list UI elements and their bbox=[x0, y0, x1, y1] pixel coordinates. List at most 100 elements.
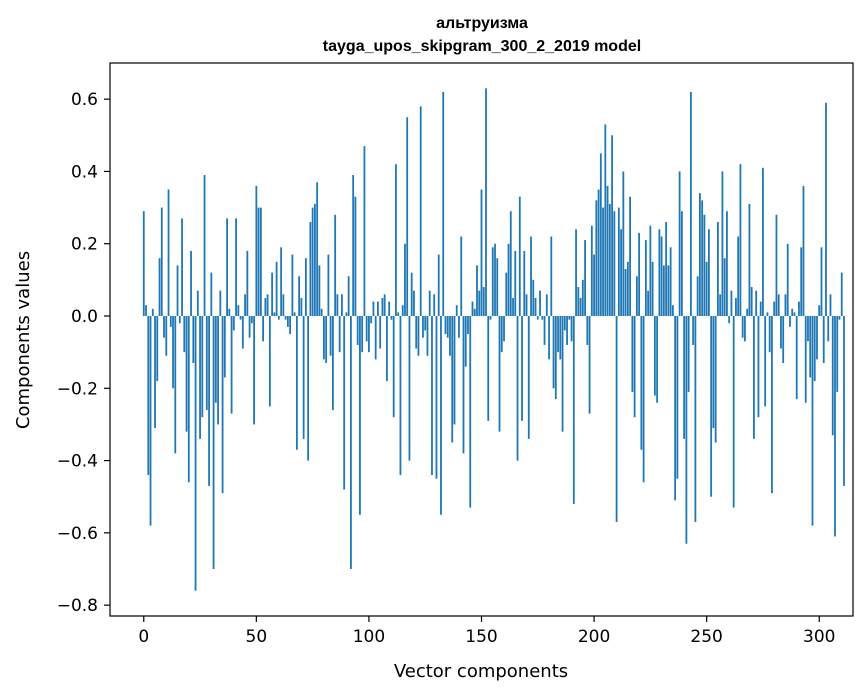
bar-component-40 bbox=[232, 316, 235, 331]
bar-component-134 bbox=[444, 316, 447, 335]
bar-component-80 bbox=[322, 316, 325, 360]
bar-component-303 bbox=[825, 102, 827, 317]
bar-component-116 bbox=[404, 243, 406, 317]
bar-component-29 bbox=[208, 316, 210, 486]
x-tick-label: 100 bbox=[353, 627, 385, 647]
bar-component-208 bbox=[611, 135, 613, 317]
bar-component-101 bbox=[370, 316, 373, 324]
bar-component-82 bbox=[327, 254, 330, 316]
bar-component-298 bbox=[813, 316, 816, 382]
bar-component-115 bbox=[401, 305, 404, 316]
bar-component-311 bbox=[843, 316, 845, 486]
bar-component-90 bbox=[345, 312, 348, 316]
bar-component-3 bbox=[149, 316, 152, 526]
y-axis-label: Components values bbox=[13, 251, 34, 429]
bar-component-288 bbox=[791, 308, 794, 317]
bar-component-145 bbox=[469, 316, 472, 508]
bar-component-230 bbox=[660, 236, 663, 317]
bar-component-55 bbox=[266, 294, 269, 317]
bar-component-154 bbox=[489, 316, 492, 320]
bar-component-234 bbox=[669, 247, 672, 316]
bar-component-276 bbox=[764, 316, 767, 407]
bar-component-300 bbox=[818, 305, 821, 316]
bar-component-148 bbox=[476, 265, 478, 317]
bar-component-250 bbox=[705, 261, 708, 317]
bar-component-287 bbox=[789, 316, 791, 327]
bar-component-146 bbox=[471, 301, 474, 317]
chart-title: альтруизма bbox=[436, 15, 528, 32]
bar-component-160 bbox=[503, 316, 505, 342]
bar-component-112 bbox=[395, 164, 397, 316]
bar-component-268 bbox=[746, 308, 749, 317]
bar-component-64 bbox=[286, 316, 289, 327]
bar-component-286 bbox=[786, 243, 789, 317]
bar-component-76 bbox=[313, 203, 316, 317]
bar-component-151 bbox=[482, 287, 485, 317]
bar-component-232 bbox=[665, 222, 668, 316]
bar-component-271 bbox=[753, 316, 755, 439]
y-tick-label: −0.2 bbox=[57, 379, 98, 399]
bar-component-191 bbox=[572, 316, 575, 504]
bar-component-57 bbox=[271, 272, 274, 316]
bar-component-302 bbox=[822, 316, 825, 363]
bar-component-159 bbox=[500, 316, 503, 353]
bar-component-121 bbox=[415, 316, 418, 349]
bar-component-125 bbox=[424, 316, 427, 331]
bar-component-220 bbox=[638, 232, 641, 317]
bar-component-4 bbox=[151, 308, 154, 317]
bar-component-186 bbox=[561, 316, 564, 432]
x-axis-ticks: 0 50 100 150 200 250 300 bbox=[138, 616, 835, 647]
bar-component-42 bbox=[237, 305, 240, 316]
bar-component-305 bbox=[829, 294, 832, 317]
bar-component-43 bbox=[239, 316, 242, 320]
bar-component-62 bbox=[282, 294, 285, 317]
bar-component-9 bbox=[163, 316, 165, 338]
bar-component-34 bbox=[219, 290, 222, 317]
bar-component-32 bbox=[214, 316, 217, 403]
bar-component-227 bbox=[653, 316, 656, 396]
bar-component-239 bbox=[680, 211, 683, 317]
bar-component-168 bbox=[521, 316, 523, 421]
bar-component-218 bbox=[633, 316, 636, 418]
bar-component-144 bbox=[467, 316, 469, 335]
bar-component-172 bbox=[530, 236, 532, 317]
bar-component-114 bbox=[399, 316, 402, 476]
bar-component-223 bbox=[644, 240, 647, 316]
bar-component-219 bbox=[635, 276, 638, 317]
bar-component-18 bbox=[183, 316, 186, 353]
bar-component-140 bbox=[458, 316, 460, 338]
bar-component-163 bbox=[509, 211, 512, 317]
bar-component-98 bbox=[363, 146, 366, 317]
bar-component-77 bbox=[316, 182, 319, 316]
bar-component-100 bbox=[368, 316, 370, 353]
bar-component-281 bbox=[775, 214, 778, 316]
x-axis-label: Vector components bbox=[394, 661, 568, 682]
bar-component-264 bbox=[737, 236, 740, 317]
bar-component-102 bbox=[372, 301, 375, 317]
bar-component-306 bbox=[831, 316, 834, 436]
bar-component-5 bbox=[154, 316, 156, 429]
bar-component-85 bbox=[334, 214, 337, 316]
bar-component-282 bbox=[777, 294, 780, 317]
bar-component-110 bbox=[390, 316, 393, 320]
bar-component-45 bbox=[244, 294, 246, 317]
bar-component-261 bbox=[730, 290, 733, 317]
bar-component-280 bbox=[773, 301, 776, 317]
bar-component-30 bbox=[210, 272, 213, 316]
bar-component-70 bbox=[300, 297, 303, 316]
bar-component-263 bbox=[735, 297, 737, 316]
bar-component-167 bbox=[518, 196, 521, 316]
chart-subtitle: tayga_upos_skipgram_300_2_2019 model bbox=[323, 38, 641, 55]
bar-component-127 bbox=[428, 290, 431, 317]
bar-component-20 bbox=[187, 316, 190, 483]
bar-component-294 bbox=[804, 316, 807, 403]
bar-component-185 bbox=[559, 316, 562, 360]
bar-component-52 bbox=[259, 207, 262, 317]
bar-component-278 bbox=[768, 316, 771, 353]
bar-component-157 bbox=[496, 258, 499, 317]
bar-component-28 bbox=[205, 316, 208, 410]
bar-component-241 bbox=[685, 316, 688, 544]
bar-component-277 bbox=[766, 312, 769, 316]
y-tick-label: −0.6 bbox=[57, 524, 98, 544]
bar-component-217 bbox=[631, 316, 634, 392]
